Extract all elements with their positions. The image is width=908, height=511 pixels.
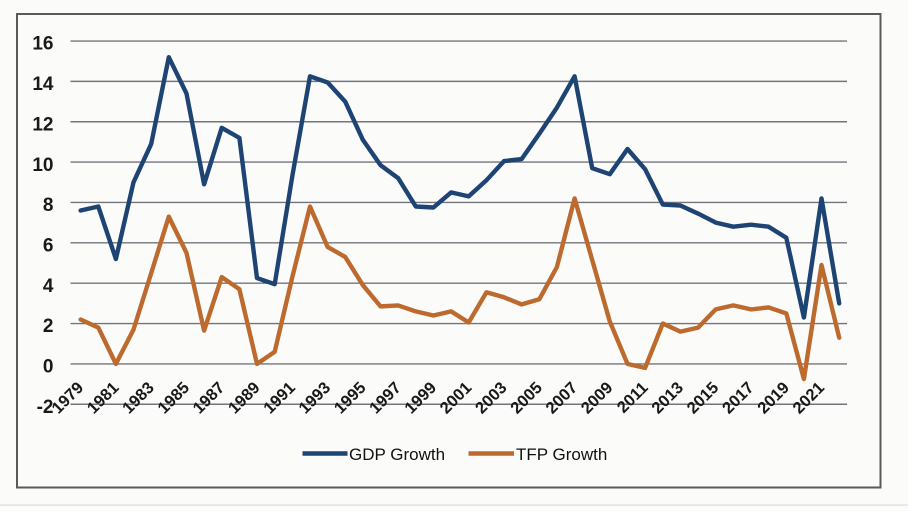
svg-text:16: 16 bbox=[32, 34, 53, 55]
svg-text:14: 14 bbox=[32, 74, 54, 95]
svg-text:8: 8 bbox=[43, 195, 54, 216]
svg-text:-2: -2 bbox=[37, 397, 54, 418]
svg-text:TFP Growth: TFP Growth bbox=[516, 445, 607, 464]
svg-text:2: 2 bbox=[43, 316, 54, 337]
svg-text:0: 0 bbox=[43, 357, 54, 378]
svg-text:6: 6 bbox=[43, 236, 54, 257]
svg-text:10: 10 bbox=[32, 155, 53, 176]
svg-text:12: 12 bbox=[32, 114, 53, 135]
svg-text:4: 4 bbox=[43, 276, 54, 297]
svg-text:GDP Growth: GDP Growth bbox=[349, 445, 445, 464]
